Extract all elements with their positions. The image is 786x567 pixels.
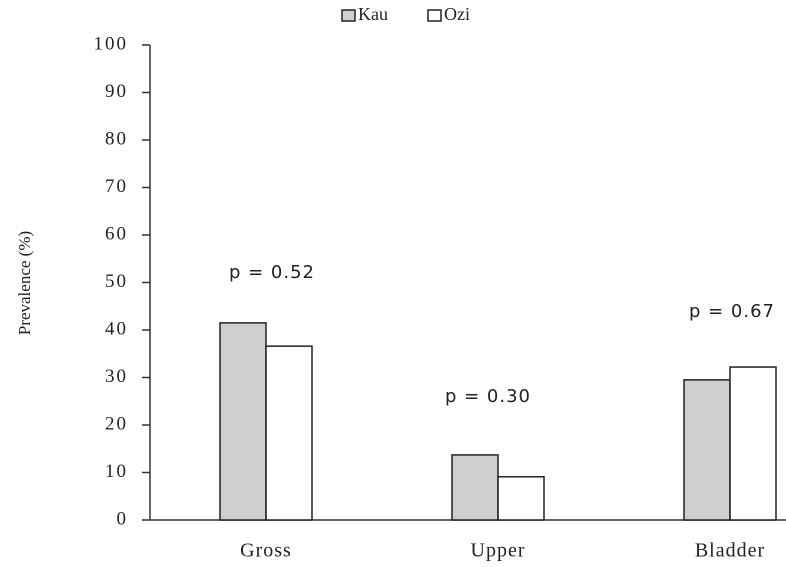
bar	[451, 454, 499, 521]
y-tick-label: 10	[105, 461, 128, 482]
y-tick-label: 40	[105, 318, 128, 339]
bar	[219, 322, 267, 521]
y-tick-label: 80	[105, 128, 128, 149]
y-axis-label: Prevalence (%)	[15, 231, 34, 335]
y-tick-label: 100	[94, 33, 129, 54]
legend-label: Ozi	[444, 4, 470, 24]
x-tick-label: Bladder	[695, 540, 765, 562]
legend-label: Kau	[358, 4, 388, 24]
x-tick-label: Gross	[240, 540, 292, 562]
y-tick-label: 20	[105, 413, 128, 434]
bar	[497, 476, 545, 521]
legend-swatch	[427, 9, 442, 22]
y-tick-label: 0	[117, 508, 129, 529]
y-tick-label: 90	[105, 81, 128, 102]
bar	[265, 345, 313, 521]
annotation: p = 0.67	[689, 301, 775, 322]
bar	[683, 379, 731, 521]
y-tick-label: 60	[105, 223, 128, 244]
annotation: p = 0.30	[445, 386, 531, 407]
annotation: p = 0.52	[229, 262, 315, 283]
x-tick-label: Upper	[471, 540, 526, 562]
legend-swatch	[341, 9, 356, 22]
y-tick-label: 30	[105, 366, 128, 387]
y-tick-label: 50	[105, 271, 128, 292]
bar	[729, 366, 777, 521]
y-tick-label: 70	[105, 176, 128, 197]
